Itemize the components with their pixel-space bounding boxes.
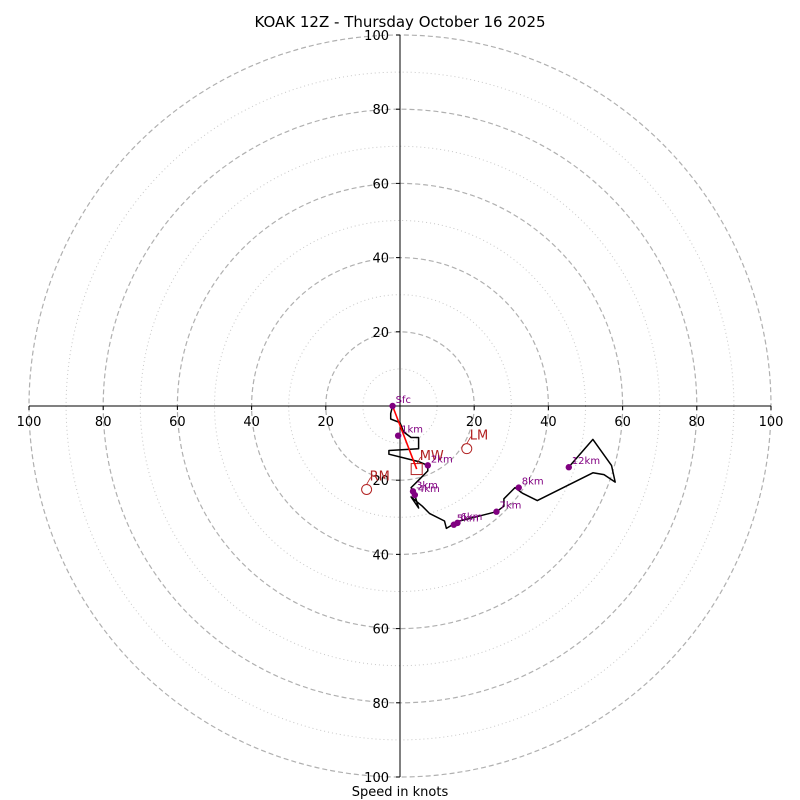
- height-marker-dot: [515, 484, 522, 491]
- height-marker-dot: [389, 402, 396, 410]
- y-tick-label: 40: [372, 252, 389, 267]
- x-tick-label: 20: [318, 415, 335, 430]
- x-tick-label: 80: [95, 415, 112, 430]
- x-tick-label: 40: [243, 415, 260, 430]
- y-tick-label: 60: [372, 623, 389, 638]
- axes: 100 80 60 40 20 20 40 60 80 100 100 80 60 40 20 20 40 60 8…: [17, 29, 784, 786]
- x-axis-label: Speed in knots: [352, 785, 449, 800]
- height-marker-dot: [411, 491, 419, 499]
- height-marker-label: 5km: [457, 514, 479, 525]
- y-tick-label: 20: [372, 474, 389, 489]
- shear-vector: [391, 405, 418, 470]
- height-marker-label: 4km: [418, 484, 440, 495]
- hodograph-line: [388, 405, 616, 530]
- height-marker-dot: [454, 519, 461, 527]
- x-tick-label: 60: [169, 415, 186, 430]
- y-tick-label: 100: [364, 29, 389, 44]
- height-marker-dot: [493, 508, 500, 515]
- chart-title: KOAK 12Z - Thursday October 16 2025: [254, 13, 545, 31]
- x-tick-label: 100: [759, 415, 784, 430]
- y-tick-label: 80: [372, 697, 389, 712]
- storm-motion-label: MW: [420, 449, 444, 464]
- y-tick-label: 40: [372, 548, 389, 563]
- height-marker-label: 6km: [461, 512, 483, 523]
- storm-motion-leader: [366, 477, 371, 485]
- height-marker-label: 3km: [416, 480, 438, 491]
- storm-motion-marker: [361, 483, 373, 495]
- height-marker-dot: [394, 432, 402, 439]
- height-marker-label: 12km: [572, 456, 600, 467]
- storm-motion-label: LM: [470, 429, 488, 444]
- storm-motion-leader: [466, 436, 472, 444]
- storm-motion-marker: [461, 443, 473, 455]
- y-tick-label: 60: [372, 177, 389, 192]
- x-tick-label: 40: [540, 415, 557, 430]
- x-tick-label: 80: [689, 415, 706, 430]
- height-marker-label: 1km: [401, 425, 423, 436]
- y-tick-label: 20: [372, 326, 389, 341]
- height-marker-label: 8km: [522, 477, 544, 488]
- height-marker-label: 7km: [499, 501, 521, 512]
- hodograph-trace: [388, 405, 616, 530]
- storm-motion-markers: LM RM MW: [361, 405, 488, 495]
- height-marker-label: Sfc: [396, 395, 411, 406]
- x-tick-label: 60: [614, 415, 631, 430]
- y-tick-label: 80: [372, 103, 389, 118]
- y-tick-label: 100: [364, 771, 389, 786]
- height-marker-dot: [565, 464, 573, 471]
- x-tick-label: 100: [17, 415, 42, 430]
- storm-motion-label: RM: [370, 469, 390, 484]
- height-marker-label: 2km: [431, 454, 453, 465]
- x-tick-label: 20: [466, 415, 483, 430]
- height-marker-dot: [424, 462, 432, 469]
- storm-motion-leader: [416, 456, 422, 465]
